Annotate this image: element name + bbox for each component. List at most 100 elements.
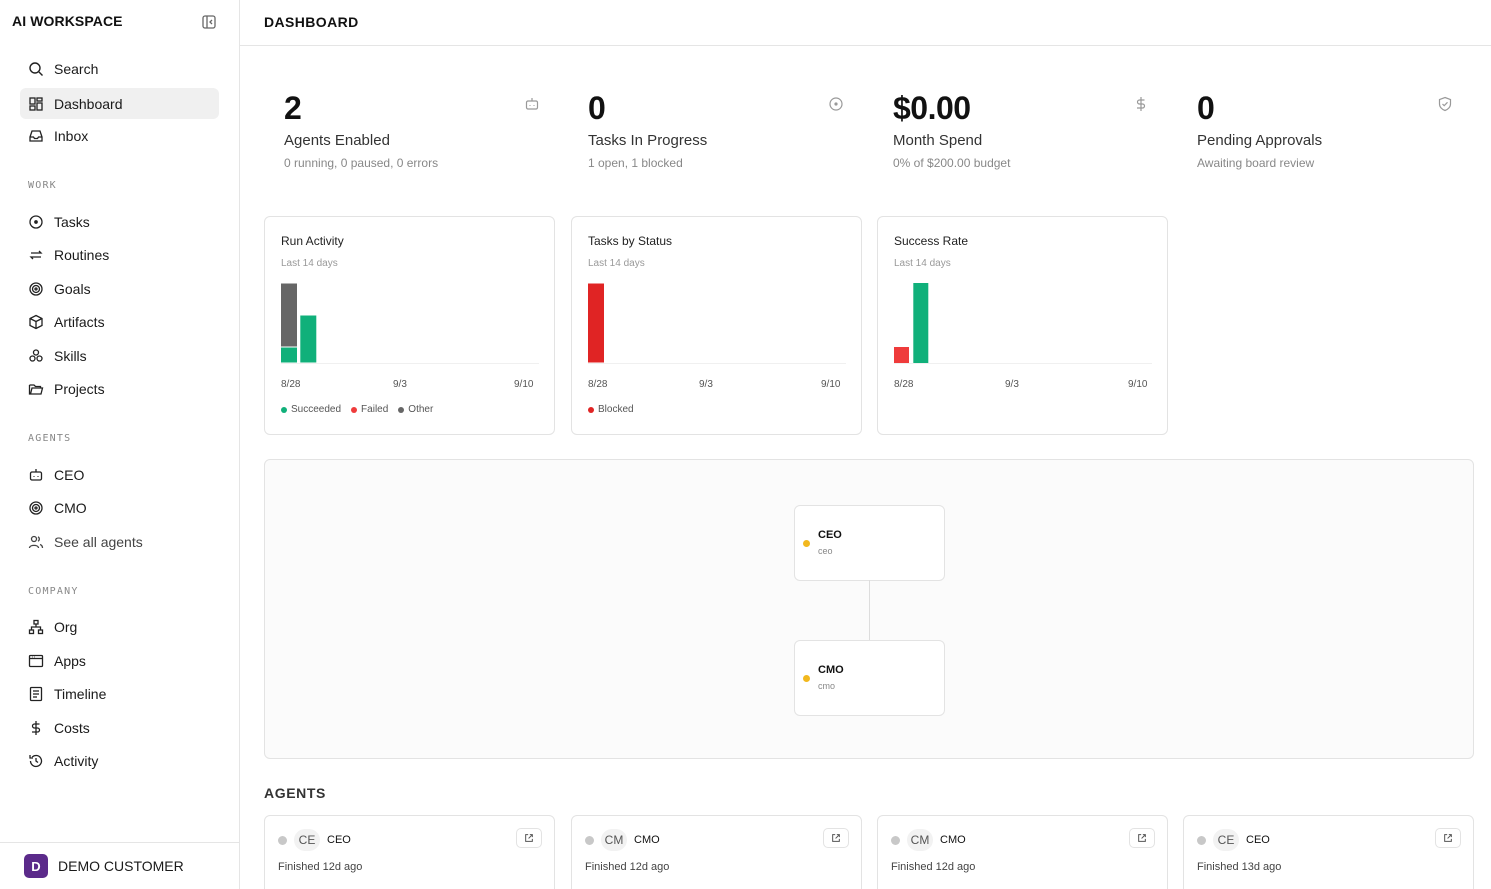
external-link-icon (525, 834, 533, 842)
target-icon (28, 281, 44, 297)
company-avatar: D (24, 854, 48, 878)
metric-subtext: 1 open, 1 blocked (588, 156, 683, 170)
org-connector (869, 580, 870, 640)
x-tick-label: 9/10 (1128, 379, 1148, 390)
sidebar-item-see-all-agents[interactable]: See all agents (20, 526, 219, 557)
metric-pending-approvals[interactable]: 0 Pending Approvals Awaiting board revie… (1177, 88, 1457, 184)
legend-item-succeeded: Succeeded (281, 404, 341, 415)
legend-item-other: Other (398, 404, 433, 415)
sidebar-item-projects[interactable]: Projects (20, 373, 219, 404)
agent-card[interactable]: CM CMO Finished 12d ago (877, 815, 1168, 889)
chart-legend: Succeeded Failed Other (281, 404, 433, 415)
sidebar-item-label: Org (54, 618, 78, 635)
sidebar-item-cmo[interactable]: CMO (20, 492, 219, 523)
open-agent-button[interactable] (516, 828, 542, 848)
sidebar-item-ceo[interactable]: CEO (20, 459, 219, 490)
agent-card[interactable]: CM CMO Finished 12d ago (571, 815, 862, 889)
circle-dot-icon (828, 96, 844, 112)
metric-value: 0 (1197, 90, 1215, 126)
target-icon (28, 500, 44, 516)
sidebar-collapse-button[interactable] (200, 13, 218, 31)
chart-title: Run Activity (281, 234, 344, 248)
sidebar-item-activity[interactable]: Activity (20, 745, 219, 776)
open-agent-button[interactable] (1435, 828, 1461, 848)
run-activity-plot (281, 283, 539, 364)
bot-icon (524, 96, 540, 112)
agent-name: CEO (1246, 834, 1270, 846)
metric-month-spend[interactable]: $0.00 Month Spend 0% of $200.00 budget (873, 88, 1153, 184)
open-agent-button[interactable] (823, 828, 849, 848)
sidebar-item-goals[interactable]: Goals (20, 273, 219, 304)
section-label-agents: AGENTS (28, 433, 72, 444)
sidebar-item-label: Goals (54, 280, 91, 297)
sidebar-item-apps[interactable]: Apps (20, 645, 219, 676)
sidebar-item-label: See all agents (54, 533, 143, 550)
sidebar-item-skills[interactable]: Skills (20, 340, 219, 371)
legend-item-blocked: Blocked (588, 404, 634, 415)
sidebar-item-search[interactable]: Search (20, 53, 219, 84)
legend-label: Other (408, 404, 434, 415)
agent-card[interactable]: CE CEO Finished 12d ago (264, 815, 555, 889)
dollar-icon (1133, 96, 1149, 112)
circle-dot-icon (28, 214, 44, 230)
metric-value: 0 (588, 90, 606, 126)
sidebar-item-label: Routines (54, 246, 110, 263)
inbox-icon (28, 128, 44, 144)
org-node-role: ceo (818, 546, 833, 556)
search-icon (28, 61, 44, 77)
bar-succeeded (300, 315, 317, 363)
sidebar-item-timeline[interactable]: Timeline (20, 678, 219, 709)
company-switcher[interactable]: D DEMO CUSTOMER (0, 842, 240, 889)
sidebar-item-dashboard[interactable]: Dashboard (20, 88, 219, 119)
metric-subtext: 0% of $200.00 budget (893, 156, 1011, 170)
metric-tasks-in-progress[interactable]: 0 Tasks In Progress 1 open, 1 blocked (568, 88, 848, 184)
sidebar-item-inbox[interactable]: Inbox (20, 120, 219, 151)
status-dot (585, 836, 594, 845)
status-dot (891, 836, 900, 845)
sidebar-item-tasks[interactable]: Tasks (20, 206, 219, 237)
status-dot (278, 836, 287, 845)
status-dot (803, 540, 810, 547)
dashboard-icon (28, 96, 44, 112)
x-tick-label: 8/28 (588, 379, 608, 390)
history-icon (28, 753, 44, 769)
external-link-icon (832, 834, 840, 842)
org-node-cmo[interactable]: CMO cmo (794, 640, 945, 716)
sidebar-item-label: Skills (54, 347, 87, 364)
chart-subtitle: Last 14 days (588, 258, 645, 269)
x-tick-label: 8/28 (894, 379, 914, 390)
agent-card[interactable]: CE CEO Finished 13d ago (1183, 815, 1474, 889)
sidebar-item-artifacts[interactable]: Artifacts (20, 306, 219, 337)
agent-name: CMO (634, 834, 660, 846)
legend-dot (351, 406, 358, 413)
success-rate-plot (894, 283, 1152, 364)
sidebar-item-routines[interactable]: Routines (20, 239, 219, 270)
chart-success-rate: Success Rate Last 14 days 8/28 9/3 9/10 (877, 216, 1168, 435)
page-header: DASHBOARD (240, 0, 1491, 46)
org-node-ceo[interactable]: CEO ceo (794, 505, 945, 581)
sidebar-item-org[interactable]: Org (20, 611, 219, 642)
chart-legend: Blocked (588, 404, 634, 415)
chart-subtitle: Last 14 days (281, 258, 338, 269)
agents-section-heading: AGENTS (264, 785, 326, 801)
x-tick-label: 9/3 (393, 379, 407, 390)
avatar: CE (1213, 829, 1239, 851)
folder-icon (28, 381, 44, 397)
sidebar-item-label: CEO (54, 466, 85, 483)
bar-success-rate (913, 283, 929, 363)
external-link-icon (1138, 834, 1146, 842)
users-icon (28, 534, 44, 550)
open-agent-button[interactable] (1129, 828, 1155, 848)
brand-title: AI WORKSPACE (12, 13, 123, 29)
repeat-icon (28, 247, 44, 263)
metric-label: Month Spend (893, 132, 983, 149)
avatar: CM (907, 829, 933, 851)
metric-agents-enabled[interactable]: 2 Agents Enabled 0 running, 0 paused, 0 … (264, 88, 544, 184)
org-node-name: CEO (818, 529, 842, 541)
chart-run-activity: Run Activity Last 14 days 8/28 9/3 9/10 … (264, 216, 555, 435)
skills-icon (28, 348, 44, 364)
legend-label: Failed (361, 404, 389, 415)
sidebar-item-costs[interactable]: Costs (20, 712, 219, 743)
agent-last-run: Finished 13d ago (1197, 861, 1282, 873)
org-icon (28, 619, 44, 635)
